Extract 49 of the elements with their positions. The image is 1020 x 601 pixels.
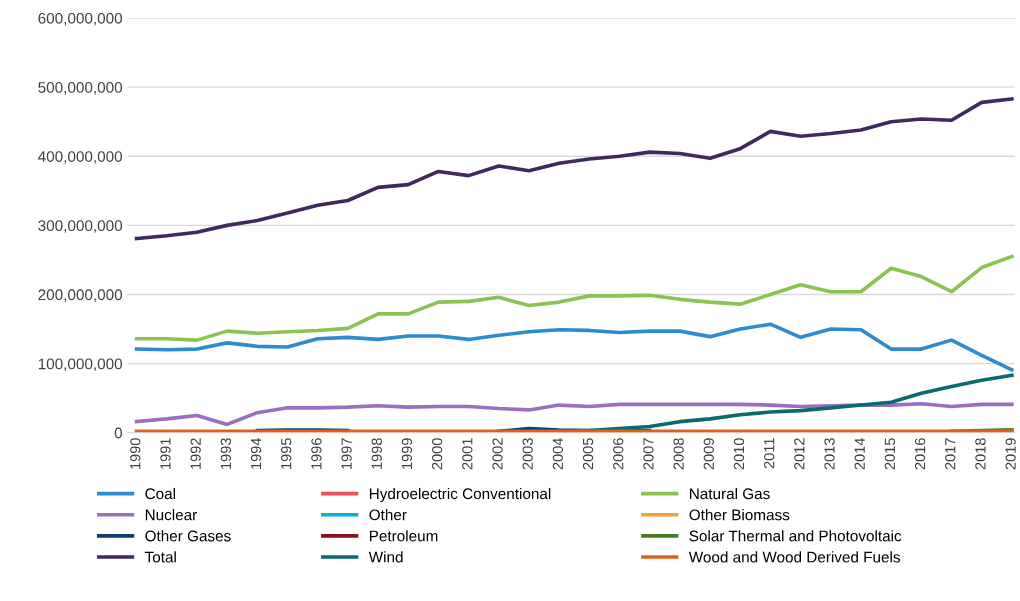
x-tick-label: 2017: [945, 438, 956, 470]
x-tick-label: 2016: [914, 438, 926, 470]
legend-label: Nuclear: [145, 509, 197, 521]
legend-label: Hydroelectric Conventional: [369, 487, 551, 503]
x-tick-label: 1996: [311, 438, 322, 469]
y-tick-label: 100,000,000: [38, 358, 123, 372]
x-tick-label: 1999: [401, 438, 413, 469]
x-tick-label: 2011: [764, 438, 775, 469]
y-tick-label: 300,000,000: [38, 220, 123, 233]
x-tick-label: 2018: [975, 438, 986, 470]
x-tick-label: 2012: [794, 438, 805, 470]
y-tick-label: 500,000,000: [38, 82, 123, 95]
legend-label: Wood and Wood Derived Fuels: [688, 551, 900, 563]
x-tick-label: 2015: [884, 438, 896, 470]
legend-label: Petroleum: [369, 530, 438, 542]
legend-label: Natural Gas: [690, 487, 770, 500]
x-tick-label: 2014: [854, 438, 865, 470]
x-tick-label: 2006: [613, 438, 624, 470]
legend-label: Solar Thermal and Photovoltaic: [689, 530, 902, 542]
x-tick-label: 2001: [462, 438, 473, 470]
x-tick-label: 2007: [643, 438, 654, 470]
x-tick-label: 2004: [552, 438, 564, 470]
x-tick-label: 2019: [1005, 438, 1016, 470]
legend-label: Wind: [368, 551, 403, 563]
x-tick-label: 1993: [220, 438, 232, 469]
x-tick-label: 1992: [190, 438, 201, 469]
y-tick-label: 400,000,000: [38, 151, 123, 164]
x-tick-label: 1991: [160, 438, 171, 469]
y-tick-label: 600,000,000: [38, 12, 123, 26]
x-tick-label: 1998: [371, 438, 382, 469]
x-tick-label: 1994: [250, 438, 262, 469]
legend-label: Other Gases: [145, 530, 231, 542]
y-tick-label: 0: [114, 427, 123, 439]
x-tick-label: 1997: [341, 438, 352, 469]
x-tick-label: 2003: [522, 438, 533, 470]
legend-label: Coal: [145, 487, 176, 500]
x-tick-label: 1995: [281, 438, 292, 469]
x-tick-label: 2010: [733, 438, 745, 470]
x-tick-label: 2000: [431, 438, 443, 470]
x-tick-label: 2009: [703, 438, 714, 470]
x-tick-label: 2002: [492, 438, 503, 470]
legend-label: Other: [369, 509, 407, 521]
legend-label: Total: [144, 551, 176, 563]
legend-label: Other Biomass: [689, 509, 790, 521]
y-tick-label: 200,000,000: [38, 289, 123, 302]
x-tick-label: 2005: [582, 438, 594, 470]
x-tick-label: 2008: [673, 438, 684, 470]
x-tick-label: 2013: [824, 438, 835, 470]
x-tick-label: 1990: [130, 438, 141, 469]
